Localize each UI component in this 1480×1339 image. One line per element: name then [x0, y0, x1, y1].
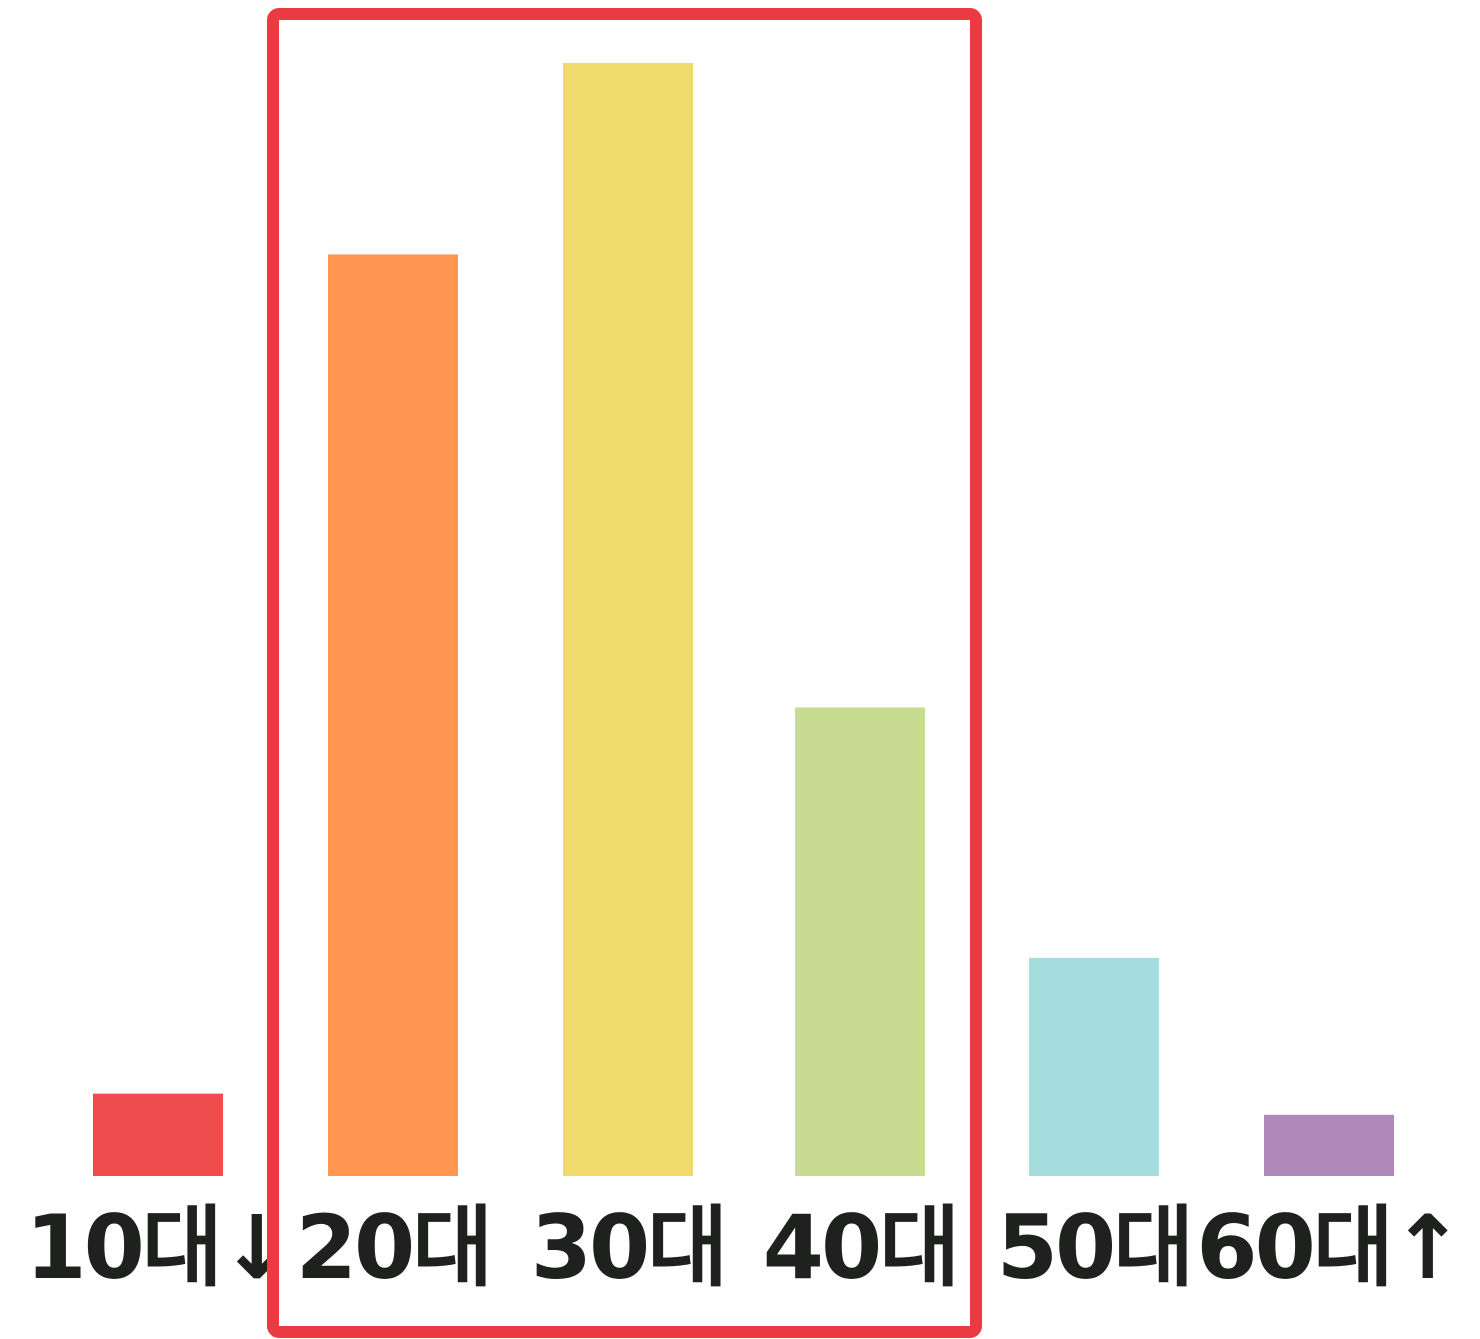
category-label-6: 60대↑	[1196, 1196, 1461, 1299]
bar-2	[328, 254, 458, 1176]
bars-group	[93, 63, 1394, 1176]
bar-5	[1029, 957, 1159, 1176]
highlight-box	[267, 8, 982, 1338]
category-label-2: 20대	[296, 1196, 490, 1299]
category-labels-group: 10대↓ 20대 30대 40대 50대 60대↑	[25, 1196, 1464, 1299]
bar-1	[93, 1093, 223, 1176]
bar-3	[563, 63, 693, 1176]
bar-4	[795, 707, 925, 1176]
category-label-3: 30대	[531, 1196, 725, 1299]
category-label-1: 10대↓	[25, 1196, 290, 1299]
category-label-5: 50대	[997, 1196, 1191, 1299]
category-label-4: 40대	[763, 1196, 957, 1299]
bar-6	[1264, 1114, 1394, 1176]
